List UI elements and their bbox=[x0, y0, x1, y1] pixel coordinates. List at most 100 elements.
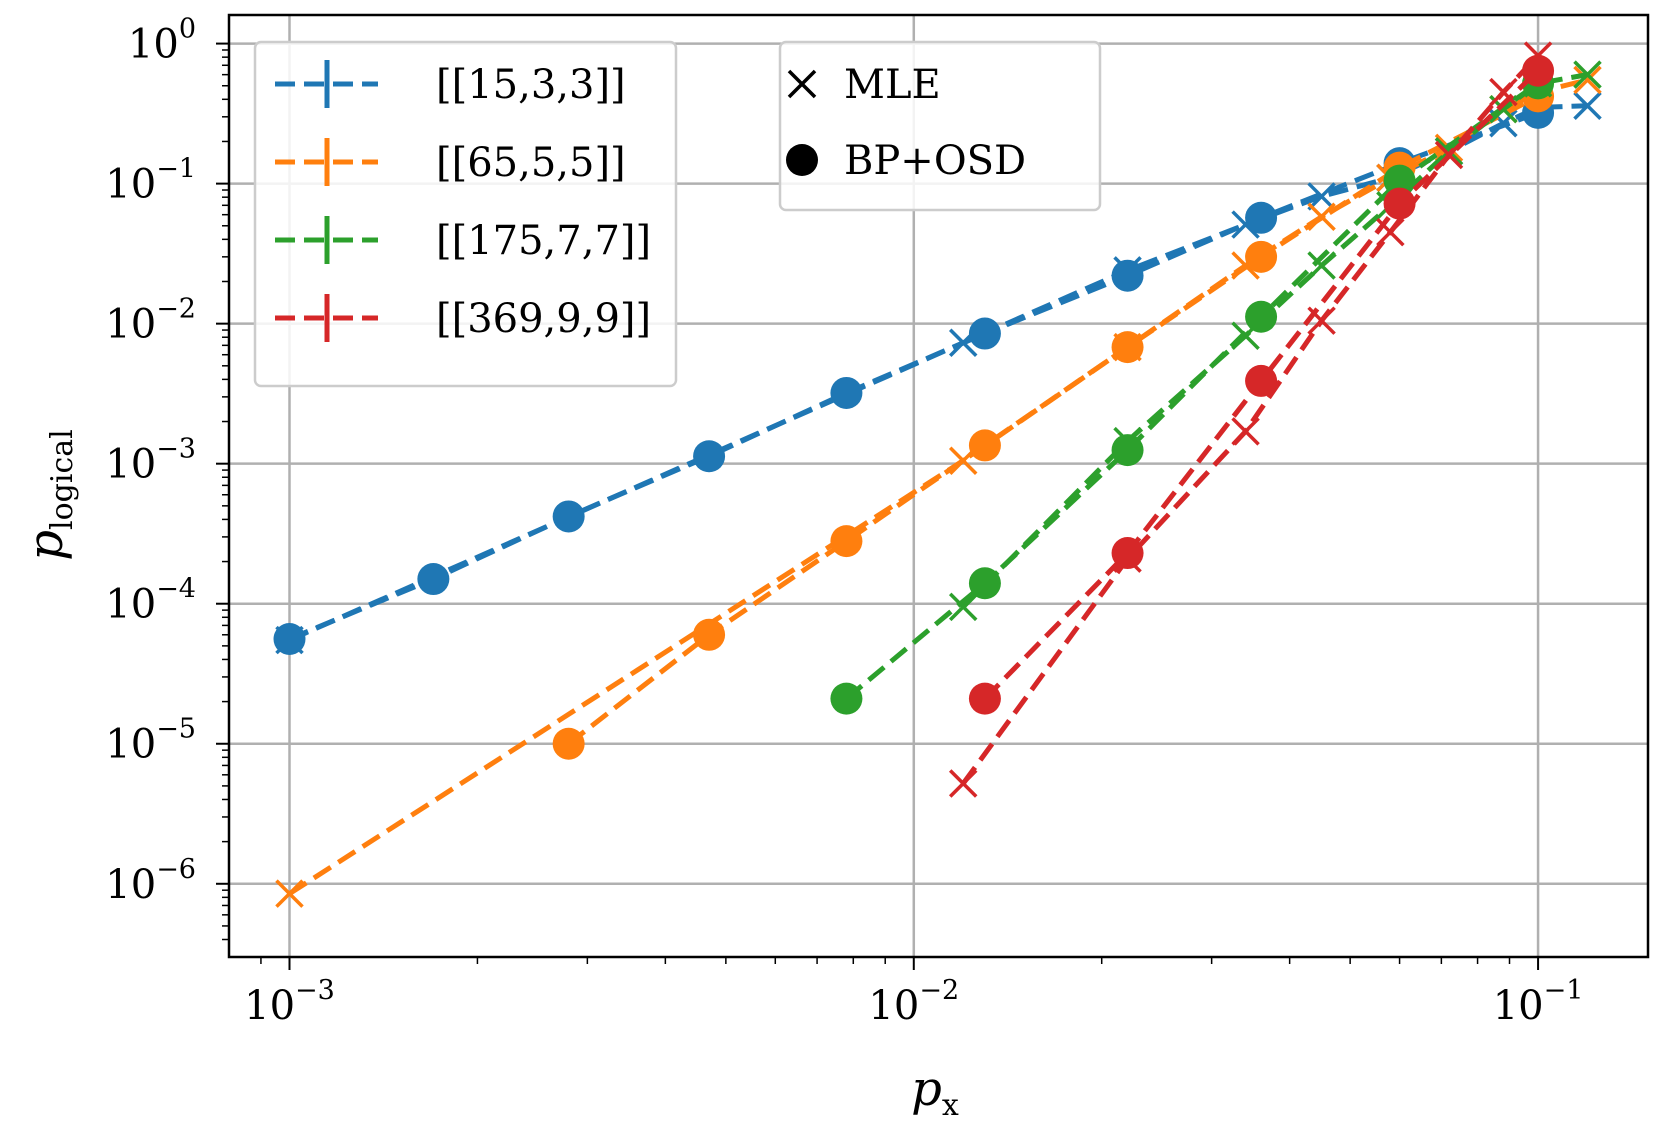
x-axis-title-subscript: x bbox=[942, 1088, 959, 1123]
x-tick-exponent: −2 bbox=[919, 975, 959, 1006]
point-mle-stroke bbox=[1307, 202, 1336, 231]
series-[[15,3,3]] bbox=[273, 91, 1602, 655]
x-tick-label: 10−3 bbox=[244, 975, 335, 1029]
y-tick-base: 10 bbox=[128, 22, 179, 68]
point-mle bbox=[1307, 202, 1336, 231]
point-bposd bbox=[1245, 300, 1278, 333]
point-mle bbox=[1573, 91, 1602, 120]
x-tick-base: 10 bbox=[244, 983, 295, 1029]
legend-markers-box bbox=[778, 40, 1102, 212]
point-mle-stroke bbox=[1376, 217, 1405, 247]
point-mle-stroke bbox=[1307, 182, 1336, 211]
legend-marker-label: BP+OSD bbox=[844, 138, 1026, 184]
point-bposd bbox=[1245, 201, 1278, 234]
point-bposd bbox=[1245, 364, 1278, 397]
point-bposd bbox=[830, 525, 863, 558]
point-mle bbox=[1307, 251, 1336, 280]
legend-label: [[65,5,5]] bbox=[436, 140, 626, 186]
point-bposd bbox=[1383, 187, 1416, 220]
series-line-bposd bbox=[567, 94, 1540, 746]
x-tick-exponent: −1 bbox=[1544, 975, 1584, 1006]
y-tick-label: 10−5 bbox=[105, 714, 196, 768]
legend-entry: [[65,5,5]] bbox=[275, 138, 626, 186]
point-mle bbox=[1573, 65, 1602, 95]
point-mle-stroke bbox=[1489, 108, 1518, 138]
point-bposd bbox=[552, 500, 585, 533]
legend-entry: [[175,7,7]] bbox=[275, 216, 651, 264]
point-mle bbox=[1434, 140, 1464, 170]
grid bbox=[229, 15, 1648, 957]
point-mle-stroke bbox=[948, 592, 978, 622]
point-bposd bbox=[1111, 259, 1144, 292]
point-bposd bbox=[968, 567, 1001, 600]
y-tick-exponent: 0 bbox=[179, 14, 196, 45]
series-line-mle bbox=[961, 53, 1540, 785]
point-mle bbox=[1376, 217, 1405, 247]
x-tick-label: 10−1 bbox=[1493, 975, 1584, 1029]
legend-entry: [[15,3,3]] bbox=[275, 60, 626, 108]
point-mle-stroke bbox=[1434, 140, 1464, 170]
point-mle-stroke bbox=[1307, 306, 1336, 335]
y-tick-base: 10 bbox=[105, 862, 156, 908]
point-mle-stroke bbox=[1231, 417, 1260, 446]
point-mle bbox=[948, 592, 978, 622]
plot-area bbox=[273, 41, 1602, 908]
y-tick-label: 10−4 bbox=[105, 574, 196, 628]
point-mle-stroke bbox=[1489, 77, 1518, 107]
axis-ticks bbox=[216, 42, 1540, 970]
y-tick-exponent: −2 bbox=[156, 294, 196, 325]
point-bposd bbox=[1111, 537, 1144, 570]
point-bposd bbox=[968, 317, 1001, 350]
point-bposd bbox=[1245, 240, 1278, 273]
point-mle-stroke bbox=[275, 879, 304, 908]
y-tick-exponent: −1 bbox=[156, 154, 196, 185]
point-mle bbox=[1307, 306, 1336, 335]
legend-series-box bbox=[253, 40, 678, 388]
x-tick-base: 10 bbox=[868, 983, 919, 1029]
series-line-bposd bbox=[288, 110, 1539, 642]
point-bposd bbox=[968, 682, 1001, 715]
y-tick-label: 10−2 bbox=[105, 294, 196, 348]
point-bposd bbox=[830, 376, 863, 409]
point-bposd bbox=[830, 682, 863, 715]
y-tick-label: 100 bbox=[128, 14, 196, 68]
point-mle bbox=[1231, 417, 1260, 446]
point-mle-stroke bbox=[1307, 251, 1336, 280]
x-tick-base: 10 bbox=[1493, 983, 1544, 1029]
legend-markers: MLE BP+OSD bbox=[778, 40, 1102, 212]
y-tick-label: 10−3 bbox=[105, 434, 196, 488]
point-bposd bbox=[552, 727, 585, 760]
y-tick-base: 10 bbox=[105, 722, 156, 768]
y-tick-base: 10 bbox=[105, 302, 156, 348]
x-tick-label: 10−2 bbox=[868, 975, 959, 1029]
y-tick-label: 10−6 bbox=[105, 854, 196, 908]
point-mle bbox=[1573, 60, 1602, 89]
y-axis-title-subscript: logical bbox=[45, 429, 80, 530]
x-axis-title: px bbox=[911, 1061, 959, 1123]
point-bposd bbox=[1383, 164, 1416, 197]
point-mle bbox=[275, 879, 304, 908]
y-tick-exponent: −4 bbox=[156, 574, 196, 605]
legend-symbol-x bbox=[787, 69, 817, 99]
series-line-bposd bbox=[844, 81, 1540, 701]
legend-series: [[15,3,3]] [[65,5,5]] [[175,7,7]] [[369,9,9… bbox=[253, 40, 678, 388]
point-bposd bbox=[1111, 331, 1144, 364]
y-tick-exponent: −6 bbox=[156, 854, 196, 885]
legend-marker-entry: MLE bbox=[787, 62, 941, 108]
point-bposd bbox=[1111, 434, 1144, 467]
legend-entry: [[369,9,9]] bbox=[275, 294, 651, 342]
point-bposd bbox=[1522, 54, 1555, 87]
legend-label: [[175,7,7]] bbox=[436, 218, 651, 264]
y-tick-exponent: −5 bbox=[156, 714, 196, 745]
point-bposd bbox=[968, 429, 1001, 462]
legend-marker-entry: BP+OSD bbox=[786, 138, 1026, 184]
y-tick-exponent: −3 bbox=[156, 434, 196, 465]
y-tick-base: 10 bbox=[105, 442, 156, 488]
y-axis-title: plogical bbox=[18, 429, 80, 560]
point-bposd bbox=[693, 618, 726, 651]
point-mle-stroke bbox=[948, 769, 978, 798]
legend-symbol-circle bbox=[786, 144, 818, 176]
point-mle-stroke bbox=[1573, 91, 1602, 120]
